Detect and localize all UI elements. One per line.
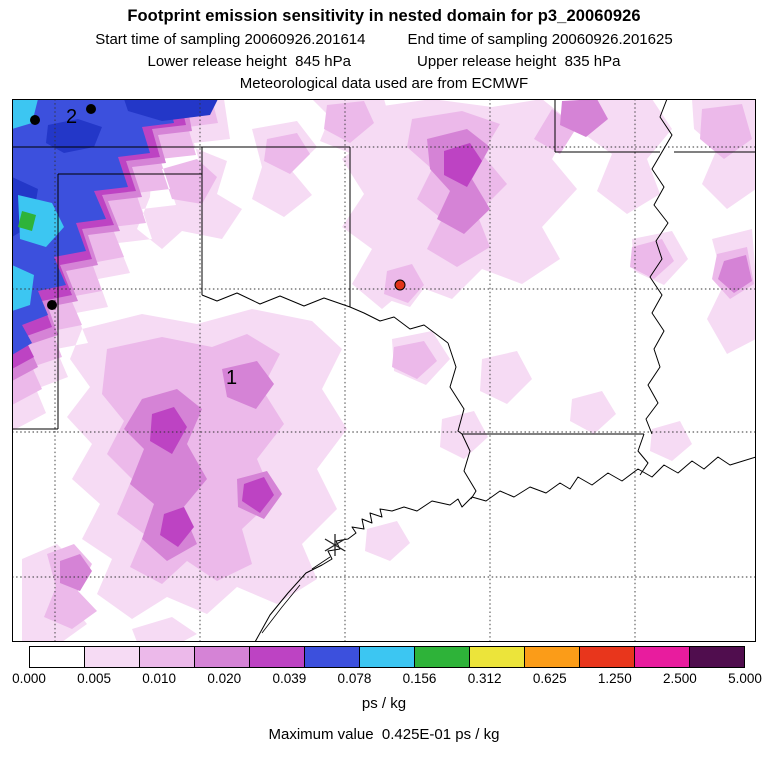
sampling-times-line: Start time of sampling 20060926.201614 E… [0,31,768,48]
colorbar-units: ps / kg [361,695,407,712]
colorbar-cell [139,647,194,667]
contour-level-darkblue [12,99,218,237]
state-borders [12,99,756,500]
colorbar-ticks: 0.000 0.005 0.010 0.020 0.039 0.078 0.156 0.312… [12,671,762,688]
colorbar-cell [469,647,524,667]
colorbar-cell [634,647,689,667]
receptor-dot-west [47,300,57,310]
latlon-gridlines [12,99,756,642]
colorbar-tick-label: 0.039 [272,671,307,686]
colorbar-tick-label: 1.250 [597,671,632,686]
colorbar-tick-label: 5.000 [728,671,762,686]
gulf-coastline [254,456,756,642]
colorbar: 0.000 0.005 0.010 0.020 0.039 0.078 0.156 0.312… [12,646,762,688]
colorbar-cell [194,647,249,667]
contour-field [12,99,756,642]
colorbar-tick-label: 0.312 [467,671,502,686]
contour-level-blue [12,99,174,355]
colorbar-tick-label: 2.500 [663,671,697,686]
footprint-plot-page: Footprint emission sensitivity in nested… [0,7,768,743]
maximum-value-line: Maximum value 0.425E-01 ps / kg [268,726,500,743]
release-heights-line: Lower release height 845 hPa Upper relea… [0,53,768,70]
upper-release-height-text: Upper release height 835 hPa [417,53,621,70]
map-panel: 2 1 [12,99,756,642]
colorbar-tick-label: 0.625 [532,671,567,686]
receptor-dot-nw-2 [86,104,96,114]
colorbar-cell [249,647,304,667]
lower-release-height-text: Lower release height 845 hPa [147,53,351,70]
colorbar-tick-label: 0.010 [142,671,177,686]
colorbar-tick-label: 0.156 [402,671,437,686]
map-markers: 2 1 [30,104,406,556]
contour-level-green [18,211,36,231]
receptor-dot-nw-1 [30,115,40,125]
colorbar-cell [579,647,634,667]
colorbar-tick-label: 0.000 [12,671,46,686]
red-source-dot [394,279,406,291]
met-source-line: Meteorological data used are from ECMWF [0,75,768,92]
plot-title: Footprint emission sensitivity in nested… [127,7,641,25]
colorbar-cell [524,647,579,667]
footprint-map: 2 1 [12,99,756,642]
colorbar-cell [30,647,84,667]
sampling-end-text: End time of sampling 20060926.201625 [407,31,673,48]
colorbar-tick-label: 0.078 [337,671,372,686]
colorbar-cell [304,647,359,667]
colorbar-cells [29,646,745,668]
contour-level-orchid [12,99,752,591]
map-border [12,99,756,642]
site-label-1: 1 [226,367,237,389]
contour-level-plum [12,99,754,629]
colorbar-cell [84,647,139,667]
barrier-islands [261,556,331,634]
colorbar-tick-label: 0.005 [77,671,111,686]
colorbar-cell [689,647,744,667]
colorbar-tick-label: 0.020 [207,671,242,686]
colorbar-cell [414,647,469,667]
met-source-text: Meteorological data used are from ECMWF [239,75,529,92]
contour-level-cyan [12,99,64,311]
colorbar-cell [359,647,414,667]
sampling-start-text: Start time of sampling 20060926.201614 [95,31,366,48]
site-label-2: 2 [66,106,77,128]
city-asterisk-marker [324,534,346,556]
